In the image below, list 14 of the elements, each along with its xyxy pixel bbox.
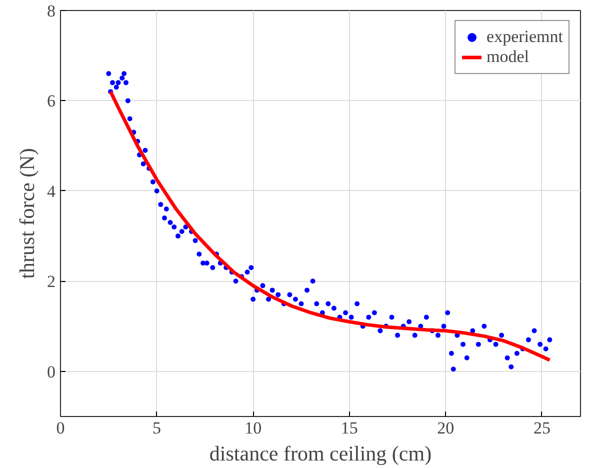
y-tick-label: 8 [47,2,56,20]
legend-label: experiemnt [486,27,563,47]
x-tick-label: 15 [340,418,358,438]
x-tick-label: 5 [152,418,162,438]
x-tick-label: 10 [244,418,262,438]
y-tick-label: 2 [47,272,56,292]
x-tick-label: 20 [437,418,454,438]
y-tick-label: 6 [47,92,56,111]
y-tick-label: 4 [47,182,56,201]
x-tick-label: 25 [533,418,550,438]
x-axis-title: distance from ceiling (cm) [209,442,432,466]
legend-label: model [486,47,530,67]
y-axis-title: thrust force (N) [15,148,39,279]
y-tick-label: 0 [47,362,56,382]
